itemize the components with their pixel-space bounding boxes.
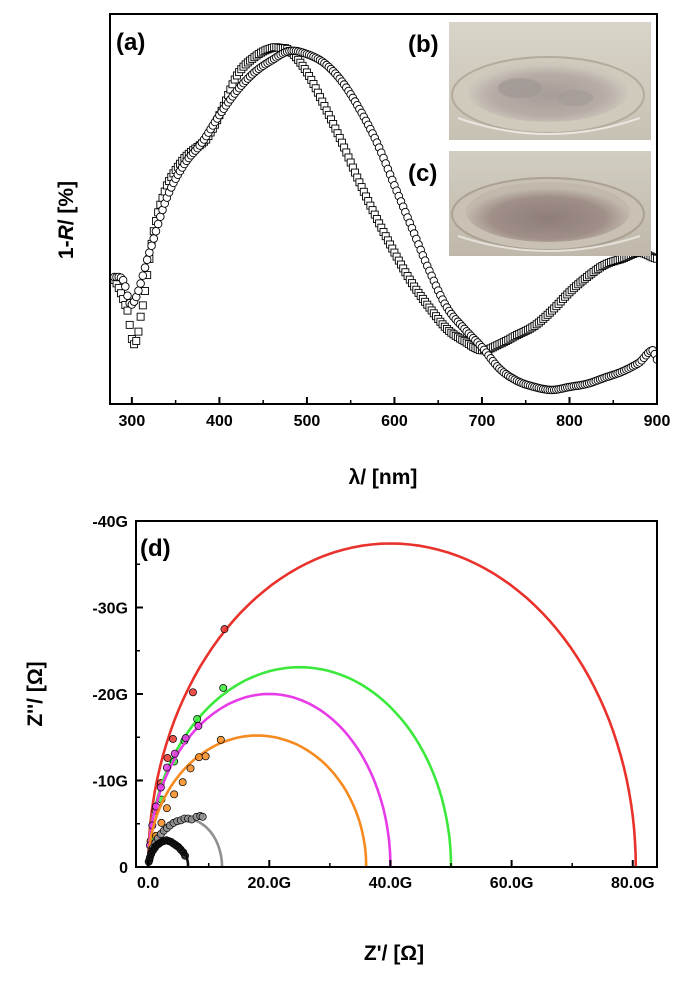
inset-photo-c	[449, 151, 651, 256]
panel-d-data-point	[194, 722, 203, 730]
panel-d-data-point	[188, 688, 197, 697]
panel-d-data-point	[162, 763, 171, 772]
panel-a-series-circle	[110, 46, 657, 395]
panel-d-y-ticks: 0 -10G -20G -30G -40G	[92, 514, 143, 877]
panel-d-data-point	[178, 778, 187, 787]
panel-d-data-point	[162, 804, 171, 813]
panel-a-square-point	[123, 306, 132, 315]
panel-d-fit-line	[146, 734, 368, 867]
panel-d-data-point	[220, 625, 229, 634]
panel-a-square-point	[125, 320, 134, 329]
panel-a-y-axis-label: 1-R/ [%]	[55, 181, 78, 259]
panel-d-x-tick-label: 80.0G	[611, 875, 655, 892]
panel-a-x-tick-label: 700	[469, 413, 496, 430]
panel-a-square-point	[653, 254, 657, 263]
panel-a: (a) (b) (c) 300 400 500 600 700 800 900 λ/ [nm…	[55, 13, 671, 489]
panel-d-x-tick-label: 40.0G	[369, 875, 413, 892]
panel-a-x-axis-label: λ/ [nm]	[349, 466, 418, 489]
panel-a-x-ticks: 300 400 500 600 700 800 900	[119, 397, 671, 430]
panel-d-x-tick-label: 0.0	[137, 875, 159, 892]
panel-d-x-axis-label: Z'/ [Ω]	[364, 942, 424, 965]
panel-a-circle-point	[147, 241, 156, 250]
panel-d-data-point	[163, 754, 172, 762]
panel-a-square-point	[132, 336, 141, 345]
panel-d-data-point	[201, 752, 210, 761]
panel-d-y-tick-label: -40G	[92, 514, 128, 531]
panel-a-circle-point	[153, 219, 163, 229]
panel-a-label: (a)	[116, 29, 145, 56]
panel-a-square-point	[138, 301, 147, 310]
panel-a-x-tick-label: 900	[644, 413, 671, 430]
panel-d-x-tick-label: 20.0G	[247, 875, 291, 892]
panel-d-data-point	[181, 734, 190, 743]
panel-d-data-point	[181, 851, 190, 860]
panel-a-circle-point	[123, 291, 132, 300]
panel-d-y-tick-label: -30G	[92, 601, 128, 618]
panel-d-data-point	[216, 735, 225, 744]
panel-a-circle-point	[151, 227, 161, 236]
panel-d-y-tick-label: 0	[119, 860, 128, 877]
panel-d-fit-line	[146, 542, 638, 867]
panel-d-x-ticks: 0.0 20.0G 40.0G 60.0G 80.0G	[137, 860, 655, 892]
panel-d-data-point	[198, 812, 207, 821]
panel-a-circle-point	[134, 286, 143, 296]
inset-c-label: (c)	[408, 160, 437, 187]
panel-a-frame	[109, 13, 658, 405]
panel-d-data-point	[195, 753, 203, 762]
panel-d-data-point	[170, 790, 179, 799]
panel-d-label: (d)	[140, 535, 171, 562]
panel-d-y-tick-label: -10G	[92, 774, 128, 791]
panel-a-circle-point	[140, 263, 150, 272]
panel-d-y-axis-label: Z''/ [Ω]	[24, 661, 47, 726]
panel-d-frame	[135, 520, 658, 868]
panel-d-data-point	[219, 683, 228, 692]
panel-a-x-tick-label: 600	[381, 413, 408, 430]
panel-d-data-point	[186, 764, 195, 773]
panel-a-x-tick-label: 400	[206, 413, 233, 430]
inset-photo-b	[449, 22, 651, 140]
panel-d-fit-line	[146, 692, 392, 867]
panel-d-data-point	[157, 818, 166, 827]
panel-d-data-point	[156, 783, 165, 792]
panel-a-x-tick-label: 800	[556, 413, 583, 430]
panel-d-y-tick-label: -20G	[92, 687, 128, 704]
inset-b-label: (b)	[408, 31, 439, 58]
panel-a-circle-point	[142, 255, 152, 264]
panel-a-circle-point	[121, 282, 130, 291]
panel-a-circle-point	[149, 234, 159, 243]
panel-a-circle-point	[136, 279, 145, 288]
panel-d-data-point	[170, 749, 179, 758]
panel-d-data-point	[193, 715, 202, 724]
panel-a-circle-point	[138, 271, 148, 280]
panel-d-data-point	[169, 735, 177, 743]
panel-a-x-tick-label: 300	[119, 413, 146, 430]
panel-d-x-tick-label: 60.0G	[490, 875, 534, 892]
panel-d-series	[144, 542, 638, 867]
panel-d: (d) 0.0 20.0G 40.0G 60.0G 80.0G 0 -10G -20G -30…	[24, 514, 658, 965]
panel-a-x-tick-label: 500	[294, 413, 321, 430]
panel-a-square-point	[136, 312, 145, 321]
panel-a-square-point	[134, 327, 143, 336]
